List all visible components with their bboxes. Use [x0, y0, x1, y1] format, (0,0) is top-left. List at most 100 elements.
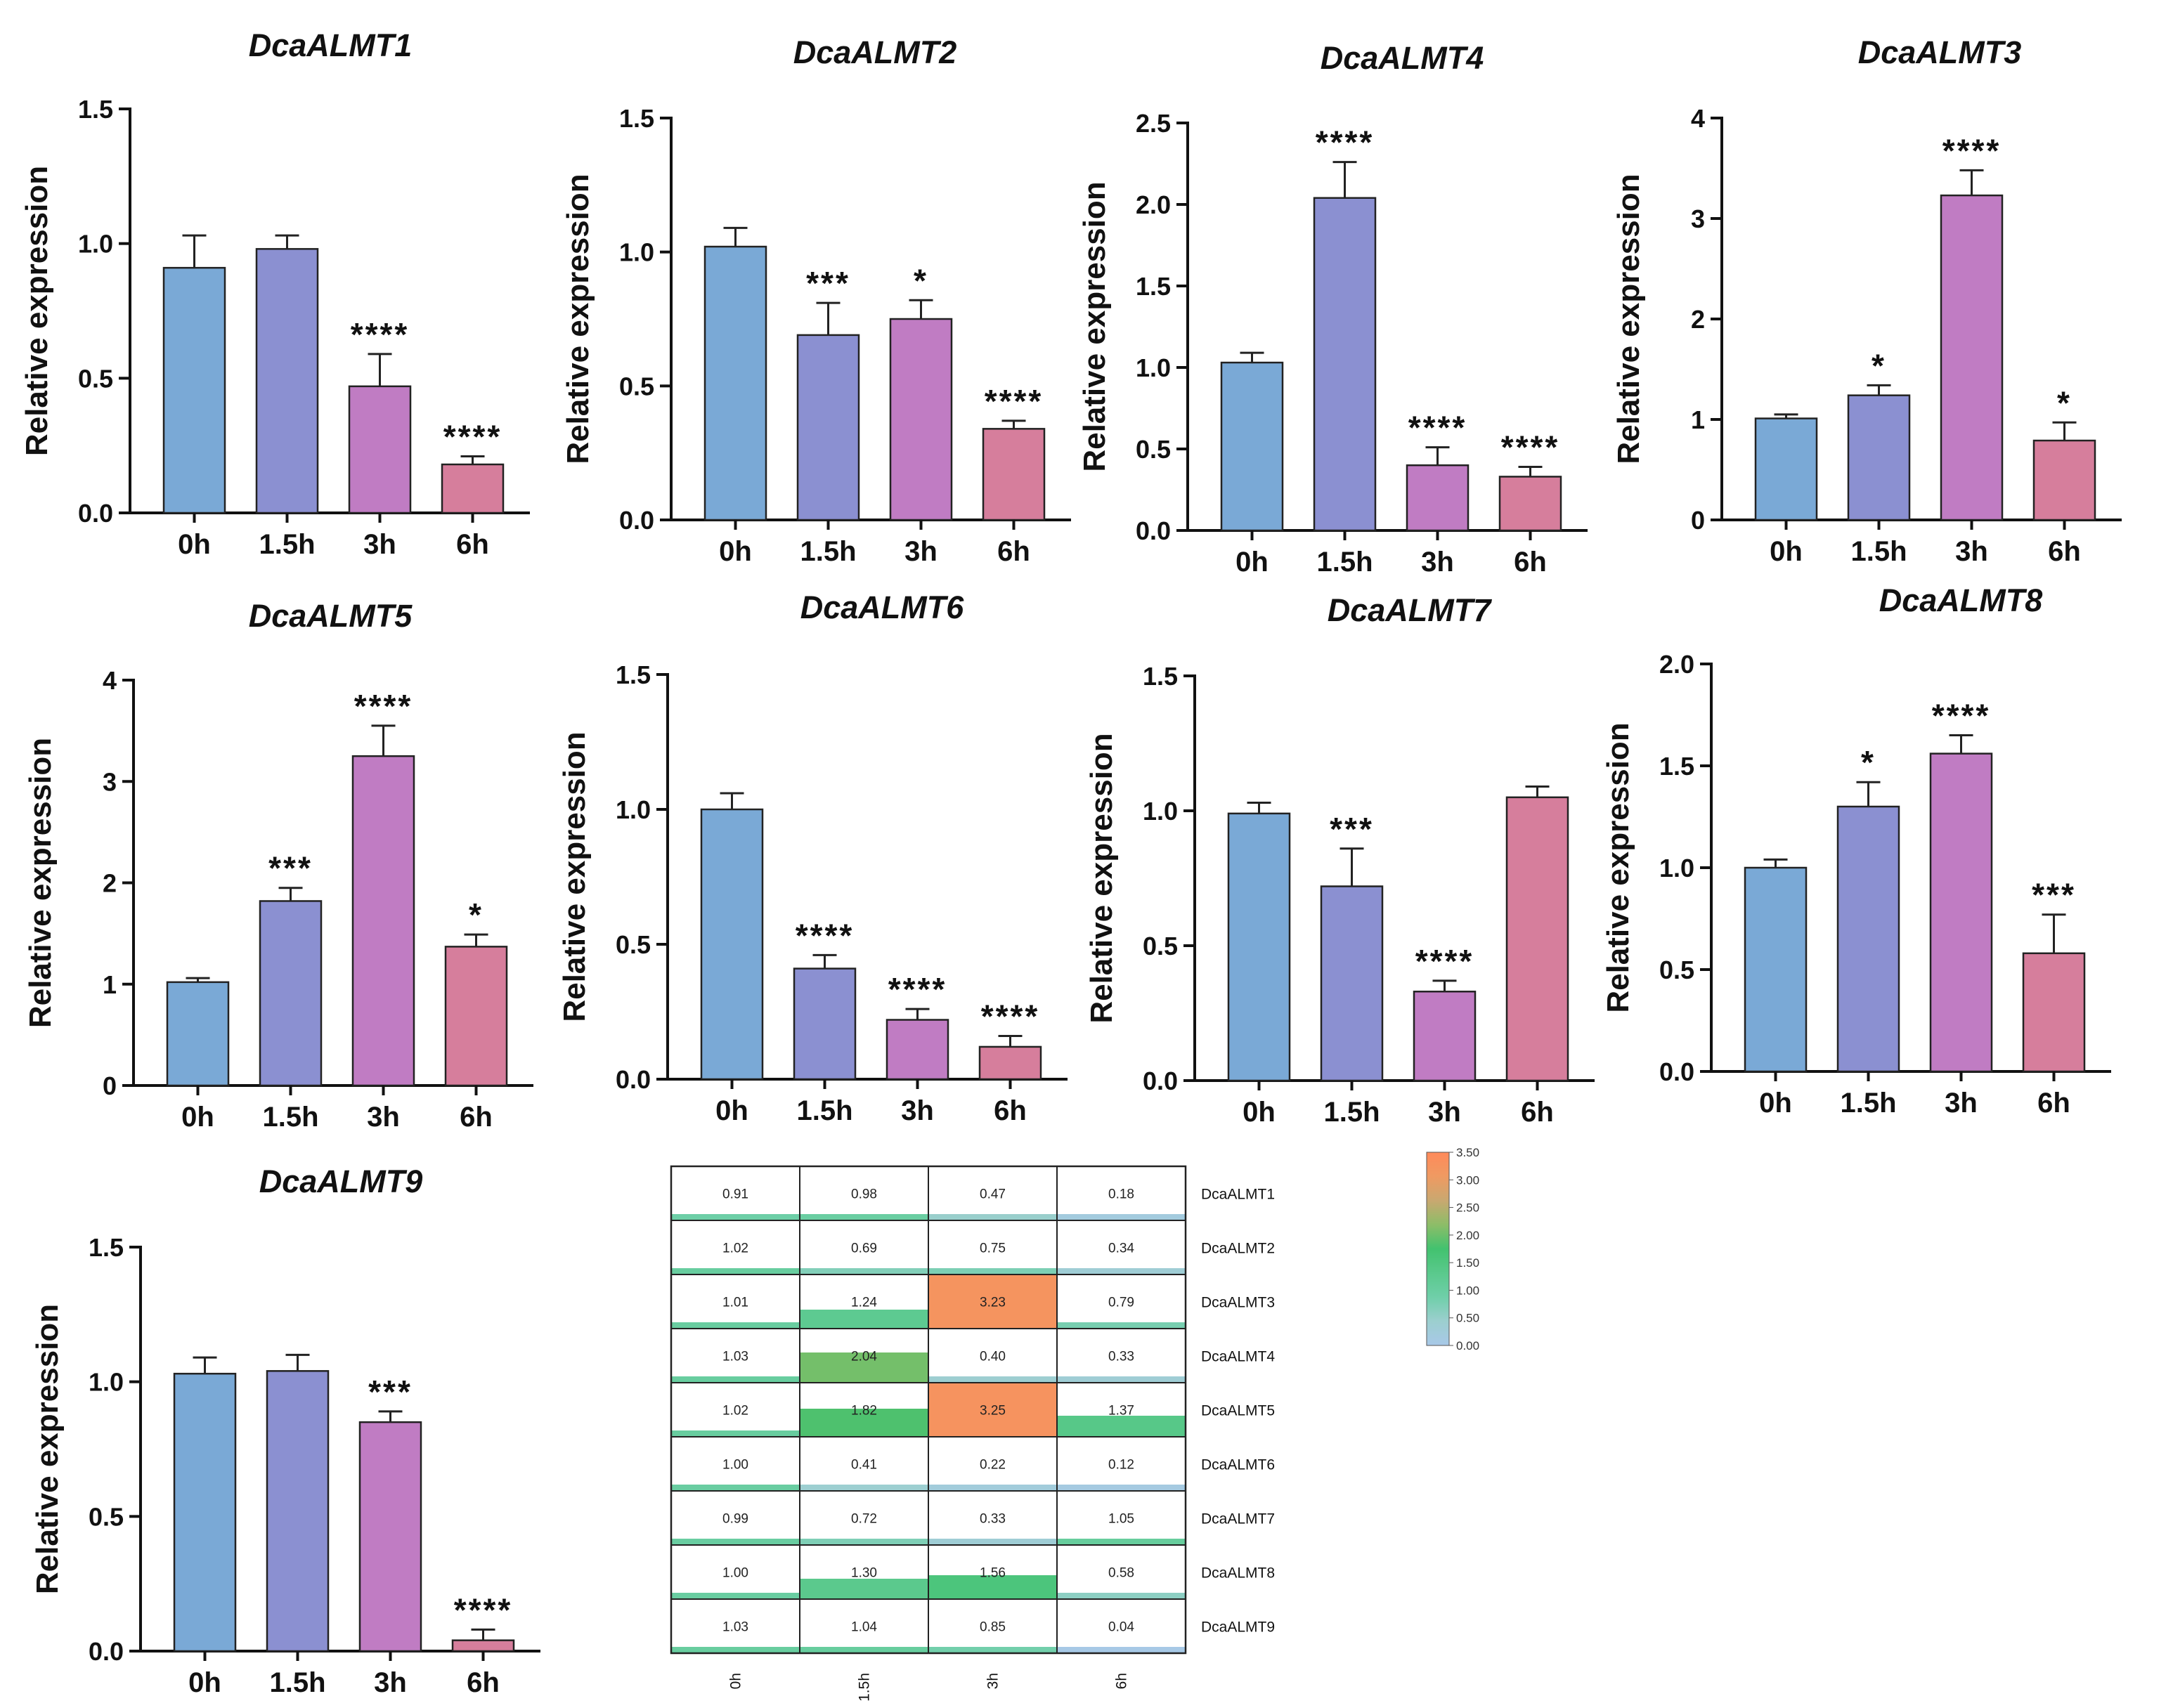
heatmap-cell-fill	[672, 1485, 799, 1490]
bar-0h	[1754, 417, 1818, 521]
heatmap-cell	[1056, 1544, 1186, 1600]
y-tick-label: 0.0	[1136, 516, 1171, 545]
bar-1.5h	[266, 1370, 330, 1652]
heatmap-cell	[1056, 1436, 1186, 1492]
bar-1.5h	[255, 248, 319, 514]
bar-0h	[166, 981, 230, 1087]
heatmap-cell-label: 1.00	[722, 1458, 748, 1473]
bar-0h	[700, 808, 764, 1081]
bar-chart-DcaALMT2: DcaALMT2 Relative expression 0.0 0.5 1.0 1.5 0…	[561, 34, 1071, 567]
heatmap-cell-label: 0.33	[1108, 1350, 1134, 1364]
significance-label: *	[2057, 384, 2072, 421]
significance-label: ***	[268, 850, 313, 887]
chart-title: DcaALMT5	[249, 598, 413, 634]
heatmap-column-label: 1.5h	[857, 1673, 873, 1702]
heatmap-cell-label: 1.05	[1108, 1512, 1134, 1527]
y-tick-label: 1.5	[89, 1233, 124, 1262]
y-tick-label: 1.5	[1659, 752, 1694, 781]
heatmap-cell	[1056, 1220, 1186, 1275]
heatmap-column-label: 3h	[985, 1673, 1001, 1689]
heatmap-cell-label: 1.56	[980, 1566, 1006, 1581]
significance-label: ****	[454, 1591, 513, 1628]
y-tick-label: 0.5	[616, 930, 651, 959]
heatmap-cell-label: 0.47	[980, 1187, 1006, 1202]
bar-chart-DcaALMT6: DcaALMT6 Relative expression 0.0 0.5 1.0 1.5 0…	[557, 589, 1068, 1126]
y-axis-label: Relative expression	[1611, 174, 1646, 464]
bar-1.5h	[796, 334, 860, 521]
bar-3h	[886, 1019, 949, 1081]
bar-1.5h	[1847, 394, 1911, 521]
heatmap-cell	[1056, 1598, 1186, 1654]
x-tick-label: 1.5h	[262, 1102, 318, 1133]
x-tick-label: 1.5h	[796, 1095, 852, 1126]
heatmap-cell-fill	[1058, 1268, 1185, 1274]
y-tick-label: 0.5	[1143, 932, 1178, 960]
heatmap-cell-label: 0.85	[980, 1620, 1006, 1635]
chart-title: DcaALMT4	[1321, 40, 1484, 76]
y-tick-label: 0.5	[89, 1502, 124, 1531]
legend-tick-label: 3.00	[1456, 1173, 1479, 1187]
heatmap-cell-label: 0.79	[1108, 1296, 1134, 1310]
y-axis-label: Relative expression	[30, 1304, 65, 1594]
legend-tick-label: 2.50	[1456, 1201, 1479, 1215]
x-tick-label: 0h	[1759, 1088, 1792, 1119]
y-tick-label: 1.0	[89, 1368, 124, 1397]
bar-chart-DcaALMT3: DcaALMT3 Relative expression 0 1 2 3 4 0h * 1.5h *…	[1611, 34, 2122, 567]
legend-tick-label: 3.50	[1456, 1146, 1479, 1159]
heatmap-cell-label: 0.69	[851, 1241, 877, 1256]
heatmap-cell-label: 1.04	[851, 1620, 877, 1635]
heatmap-cell-label: 0.12	[1108, 1458, 1134, 1473]
x-tick-label: 3h	[1945, 1088, 1978, 1119]
y-tick-label: 0.0	[89, 1637, 124, 1666]
significance-label: ***	[806, 265, 850, 301]
bar-3h	[889, 318, 953, 521]
x-tick-label: 3h	[1955, 536, 1988, 567]
y-axis-label: Relative expression	[20, 166, 54, 456]
bar-1.5h	[259, 900, 323, 1087]
y-tick-label: 1.0	[78, 230, 113, 259]
heatmap-cell-label: 1.30	[851, 1566, 877, 1581]
y-tick-label: 0	[103, 1071, 117, 1100]
heatmap-column-label: 0h	[728, 1673, 744, 1689]
x-tick-label: 0h	[178, 529, 211, 560]
heatmap-cell	[928, 1166, 1058, 1221]
bar-6h	[982, 428, 1046, 521]
y-tick-label: 0	[1691, 506, 1705, 535]
x-tick-label: 0h	[181, 1102, 214, 1133]
heatmap-cell-fill	[800, 1539, 928, 1544]
heatmap-cell	[670, 1598, 800, 1654]
heatmap-cell-fill	[929, 1575, 1056, 1598]
x-tick-label: 0h	[188, 1667, 221, 1698]
bar-1.5h	[793, 967, 857, 1081]
y-tick-label: 2.5	[1136, 109, 1171, 138]
x-tick-label: 1.5h	[1850, 536, 1907, 567]
heatmap-cell-fill	[800, 1268, 928, 1274]
y-tick-label: 1.0	[1136, 353, 1171, 382]
x-tick-label: 3h	[374, 1667, 407, 1698]
heatmap-cell-fill	[800, 1485, 928, 1490]
x-tick-label: 3h	[1421, 547, 1454, 578]
y-axis-label: Relative expression	[1077, 181, 1112, 471]
bar-3h	[351, 755, 415, 1087]
heatmap-border	[670, 1165, 1187, 1655]
heatmap-legend: 3.50 3.00 2.50 2.00 1.50 1.00 0.50 0.00	[1426, 1146, 1479, 1352]
heatmap-cell-label: 0.34	[1108, 1241, 1134, 1256]
heatmap-cell-fill	[1058, 1214, 1185, 1220]
heatmap-cell-label: 0.40	[980, 1350, 1006, 1364]
legend-tick-label: 1.50	[1456, 1256, 1479, 1270]
chart-title: DcaALMT6	[800, 589, 965, 625]
y-tick-label: 0.5	[78, 364, 113, 393]
x-tick-label: 6h	[456, 529, 489, 560]
y-tick-label: 0.0	[1143, 1067, 1178, 1095]
y-tick-label: 2.0	[1659, 650, 1694, 679]
bar-3h	[1413, 991, 1477, 1082]
bar-1.5h	[1320, 885, 1384, 1082]
heatmap-cell	[928, 1598, 1058, 1654]
y-tick-label: 1.0	[619, 238, 654, 267]
y-axis-label: Relative expression	[23, 738, 58, 1028]
bar-0h	[173, 1372, 237, 1652]
heatmap-cell	[928, 1436, 1058, 1492]
significance-label: ****	[888, 971, 947, 1008]
bar-chart-DcaALMT8: DcaALMT8 Relative expression 0.0 0.5 1.0 1.5 2…	[1601, 582, 2111, 1119]
